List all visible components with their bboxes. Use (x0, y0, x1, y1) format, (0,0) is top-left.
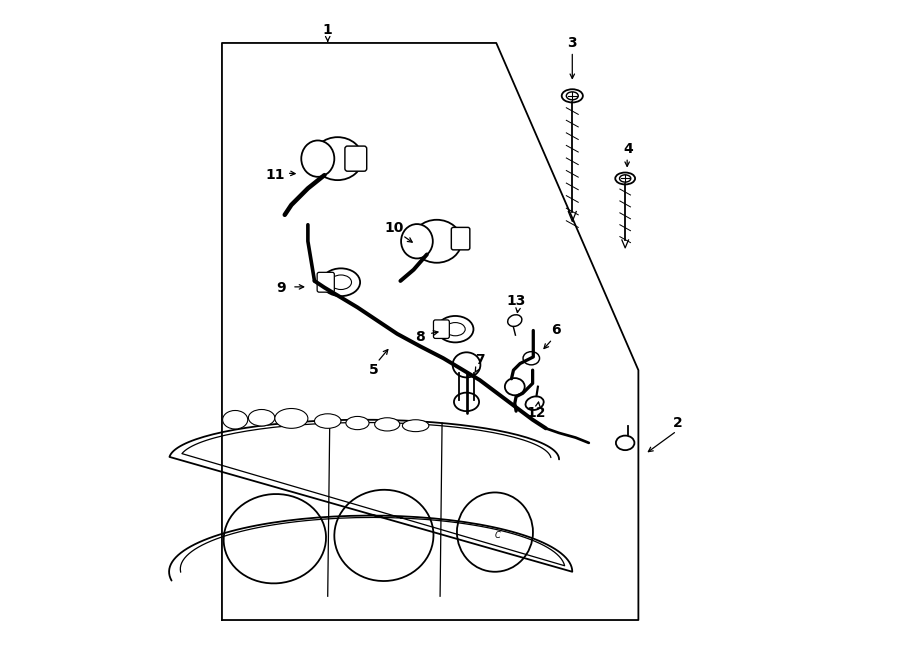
Ellipse shape (453, 352, 481, 377)
Ellipse shape (401, 224, 433, 258)
Text: 4: 4 (624, 141, 634, 156)
Ellipse shape (402, 420, 428, 432)
Ellipse shape (505, 378, 525, 395)
Text: 7: 7 (475, 353, 484, 368)
Ellipse shape (222, 410, 248, 429)
Ellipse shape (616, 436, 634, 450)
Text: 13: 13 (507, 293, 526, 308)
Ellipse shape (454, 393, 479, 411)
Ellipse shape (374, 418, 400, 431)
Text: 12: 12 (526, 406, 545, 420)
Text: 2: 2 (673, 416, 683, 430)
FancyBboxPatch shape (434, 320, 449, 338)
FancyBboxPatch shape (345, 146, 366, 171)
Text: 3: 3 (568, 36, 577, 50)
Ellipse shape (274, 408, 308, 428)
Text: 6: 6 (551, 323, 561, 338)
Text: C: C (495, 531, 500, 540)
Text: 5: 5 (369, 363, 379, 377)
Ellipse shape (566, 92, 578, 100)
Ellipse shape (322, 268, 360, 296)
Ellipse shape (346, 416, 369, 430)
Ellipse shape (619, 175, 631, 182)
Text: 9: 9 (276, 280, 286, 295)
Ellipse shape (302, 140, 334, 176)
Ellipse shape (562, 89, 583, 102)
Ellipse shape (248, 409, 274, 426)
Ellipse shape (313, 137, 363, 180)
Ellipse shape (523, 352, 540, 365)
Ellipse shape (526, 397, 544, 410)
Text: 11: 11 (266, 168, 284, 182)
FancyBboxPatch shape (317, 272, 334, 292)
Ellipse shape (616, 173, 635, 184)
FancyBboxPatch shape (451, 227, 470, 250)
Text: 8: 8 (416, 330, 425, 344)
Ellipse shape (412, 219, 462, 262)
Text: 10: 10 (384, 221, 403, 235)
Ellipse shape (314, 414, 341, 428)
Text: 1: 1 (323, 22, 333, 37)
Ellipse shape (508, 315, 522, 327)
Ellipse shape (437, 316, 473, 342)
